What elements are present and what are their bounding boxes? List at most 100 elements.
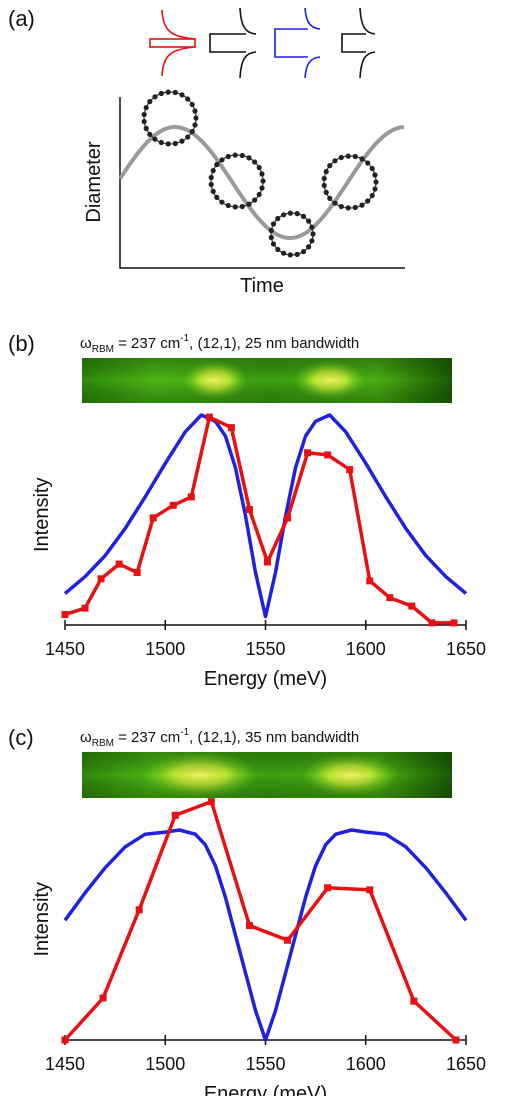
marker <box>450 619 458 627</box>
bead <box>369 192 375 199</box>
bead <box>225 202 231 209</box>
bead <box>338 203 344 210</box>
marker <box>386 594 394 602</box>
bead <box>143 125 149 131</box>
title-part: = 237 cm <box>114 729 180 746</box>
bead <box>225 153 231 160</box>
title-part: RBM <box>92 738 114 749</box>
title-part: ω <box>80 335 92 352</box>
bead <box>309 224 315 230</box>
bead <box>208 174 214 181</box>
x-label: Energy (meV) <box>204 1083 327 1096</box>
x-tick-label: 1600 <box>346 1054 386 1074</box>
bead <box>352 153 358 160</box>
marker <box>264 558 272 566</box>
x-tick-label: 1500 <box>145 639 185 659</box>
x-tick-label: 1600 <box>346 639 386 659</box>
bead <box>281 212 287 218</box>
title-part: -1 <box>180 333 189 344</box>
bead <box>147 99 153 105</box>
x-label: Energy (meV) <box>204 668 327 690</box>
marker <box>227 424 235 432</box>
marker <box>187 493 195 501</box>
bead <box>158 139 164 146</box>
marker <box>366 886 374 894</box>
spectrogram-b <box>82 358 452 403</box>
bead <box>321 175 327 182</box>
marker <box>284 936 292 944</box>
bead <box>219 199 225 205</box>
marker <box>133 569 141 576</box>
x-tick-label: 1550 <box>245 639 285 659</box>
chart: (c) ωRBM = 237 cm-1, (12,1), 35 nm bandwi… <box>8 725 486 1101</box>
marker <box>324 451 332 459</box>
spectrogram-c <box>82 751 452 799</box>
bead <box>179 92 185 98</box>
title-part: = 237 cm <box>114 335 180 352</box>
title-part: , (12,1), 35 nm bandwidth <box>189 729 359 746</box>
bead <box>232 204 238 210</box>
panel-label: (a) <box>8 6 35 31</box>
bead <box>210 188 216 194</box>
bead <box>294 251 300 257</box>
bead <box>193 115 199 121</box>
x-tick-label: 1550 <box>245 1054 285 1074</box>
bead <box>192 122 198 128</box>
bead <box>141 118 147 125</box>
x-tick-label: 1450 <box>45 639 85 659</box>
bead <box>141 111 147 118</box>
bead <box>338 154 344 161</box>
bead <box>306 218 312 224</box>
chart-title: ωRBM = 237 cm-1, (12,1), 35 nm bandwidth <box>80 727 359 749</box>
bead <box>321 182 327 189</box>
chart: (b) ωRBM = 237 cm-1, (12,1), 25 nm bandwi… <box>8 331 486 690</box>
pulse-icons <box>149 7 376 79</box>
marker <box>171 811 179 819</box>
bead <box>310 231 316 237</box>
bead <box>214 194 220 200</box>
bead <box>252 159 258 165</box>
marker <box>428 619 436 627</box>
bead <box>268 227 274 234</box>
series-line <box>63 413 468 619</box>
tube-rings <box>141 89 379 258</box>
bead <box>359 156 365 162</box>
marker <box>366 577 374 585</box>
bead <box>219 157 225 163</box>
bead <box>270 221 277 227</box>
y-label: Intensity <box>31 882 53 956</box>
series-line <box>63 799 458 1042</box>
bead <box>327 163 333 169</box>
x-tick-label: 1650 <box>446 639 486 659</box>
bead <box>287 210 293 216</box>
series-line <box>63 828 468 1042</box>
bead <box>158 90 164 97</box>
x-tick-label: 1500 <box>145 1054 185 1074</box>
chart-title: ωRBM = 237 cm-1, (12,1), 25 nm bandwidth <box>80 333 359 355</box>
bead <box>165 141 171 147</box>
bead <box>179 138 185 144</box>
bead <box>256 164 262 171</box>
bead <box>246 201 252 207</box>
panel-a: (a) Diameter Time <box>8 6 405 297</box>
bead <box>256 191 262 198</box>
title-part: -1 <box>180 727 189 738</box>
bead <box>306 244 312 250</box>
bead <box>259 171 265 177</box>
bead <box>345 205 351 211</box>
panel-label: (b) <box>8 331 35 356</box>
bead <box>369 165 375 172</box>
title-part: ω <box>80 729 92 746</box>
marker <box>169 501 177 509</box>
marker <box>97 575 105 583</box>
marker <box>346 466 354 474</box>
bead <box>332 200 338 206</box>
bead <box>143 105 149 111</box>
marker <box>284 514 292 522</box>
bead <box>300 249 307 255</box>
marker <box>115 560 123 568</box>
marker <box>452 1036 460 1044</box>
bead <box>189 128 195 135</box>
marker <box>304 449 312 457</box>
bead <box>185 134 191 140</box>
